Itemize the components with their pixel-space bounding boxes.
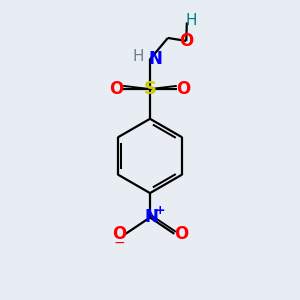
Text: O: O [176, 80, 190, 98]
Text: N: N [145, 208, 158, 226]
Text: −: − [113, 236, 125, 250]
Text: H: H [133, 50, 145, 64]
Text: O: O [174, 225, 188, 243]
Text: O: O [110, 80, 124, 98]
Text: +: + [155, 203, 166, 217]
Text: O: O [112, 225, 126, 243]
Text: H: H [185, 13, 197, 28]
Text: N: N [148, 50, 162, 68]
Text: O: O [179, 32, 194, 50]
Text: S: S [143, 80, 157, 98]
